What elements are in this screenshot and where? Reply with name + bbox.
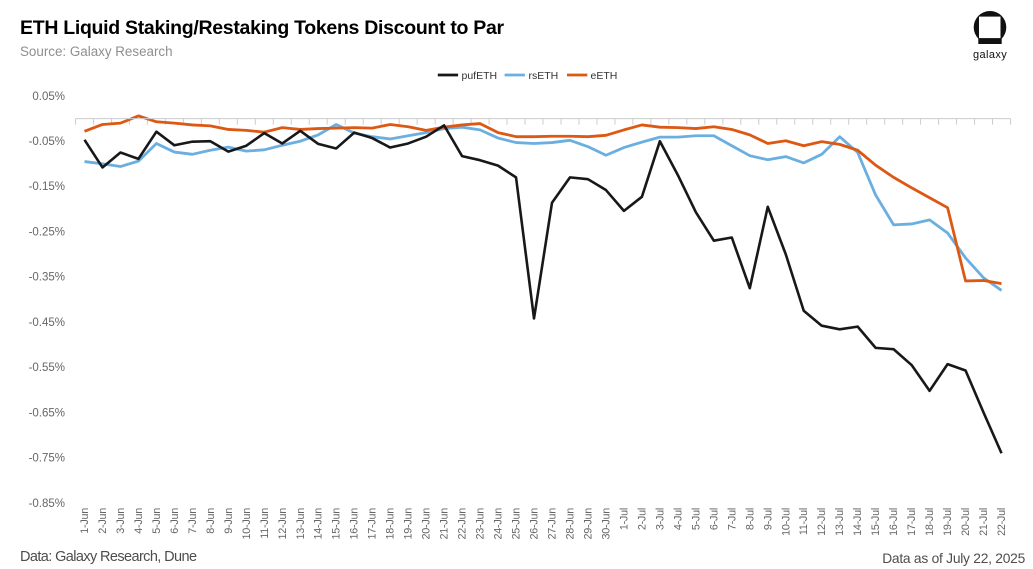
- svg-text:15-Jun: 15-Jun: [331, 508, 343, 540]
- svg-text:1-Jun: 1-Jun: [79, 508, 91, 534]
- svg-text:-0.75%: -0.75%: [29, 453, 65, 465]
- svg-text:14-Jun: 14-Jun: [313, 508, 325, 540]
- svg-text:20-Jun: 20-Jun: [421, 508, 433, 540]
- svg-text:-0.15%: -0.15%: [29, 181, 65, 193]
- svg-text:5-Jun: 5-Jun: [151, 508, 163, 534]
- svg-text:15-Jul: 15-Jul: [870, 508, 882, 536]
- svg-text:0.05%: 0.05%: [32, 91, 65, 103]
- svg-text:25-Jun: 25-Jun: [511, 508, 523, 540]
- svg-text:27-Jun: 27-Jun: [547, 508, 559, 540]
- svg-text:-0.85%: -0.85%: [29, 498, 65, 510]
- svg-text:18-Jun: 18-Jun: [385, 508, 397, 540]
- svg-text:12-Jul: 12-Jul: [816, 508, 828, 536]
- svg-text:8-Jun: 8-Jun: [205, 508, 217, 534]
- svg-text:21-Jul: 21-Jul: [978, 508, 990, 536]
- svg-text:6-Jun: 6-Jun: [169, 508, 181, 534]
- svg-text:-0.05%: -0.05%: [29, 136, 65, 148]
- svg-text:22-Jul: 22-Jul: [996, 508, 1008, 536]
- svg-text:16-Jun: 16-Jun: [349, 508, 361, 540]
- svg-text:11-Jun: 11-Jun: [259, 508, 271, 539]
- svg-text:19-Jun: 19-Jun: [403, 508, 415, 540]
- svg-text:-0.65%: -0.65%: [29, 407, 65, 419]
- svg-text:17-Jun: 17-Jun: [367, 508, 379, 540]
- svg-text:rsETH: rsETH: [529, 70, 559, 82]
- svg-text:22-Jun: 22-Jun: [457, 508, 469, 540]
- svg-text:2-Jul: 2-Jul: [636, 508, 648, 530]
- svg-text:8-Jul: 8-Jul: [744, 508, 756, 530]
- svg-text:24-Jun: 24-Jun: [493, 508, 505, 540]
- svg-text:26-Jun: 26-Jun: [529, 508, 541, 540]
- svg-text:-0.25%: -0.25%: [29, 227, 65, 239]
- svg-text:pufETH: pufETH: [462, 70, 498, 82]
- svg-text:29-Jun: 29-Jun: [582, 508, 594, 540]
- svg-text:13-Jun: 13-Jun: [295, 508, 307, 540]
- svg-text:-0.35%: -0.35%: [29, 272, 65, 284]
- svg-text:-0.55%: -0.55%: [29, 362, 65, 374]
- svg-text:1-Jul: 1-Jul: [618, 508, 630, 530]
- svg-text:18-Jul: 18-Jul: [924, 508, 936, 536]
- svg-text:10-Jun: 10-Jun: [241, 508, 253, 540]
- svg-text:6-Jul: 6-Jul: [708, 508, 720, 530]
- svg-text:-0.45%: -0.45%: [29, 317, 65, 329]
- svg-text:2-Jun: 2-Jun: [97, 508, 109, 534]
- svg-text:9-Jun: 9-Jun: [223, 508, 235, 534]
- svg-text:11-Jul: 11-Jul: [798, 508, 810, 535]
- svg-text:12-Jun: 12-Jun: [277, 508, 289, 540]
- svg-text:17-Jul: 17-Jul: [906, 508, 918, 536]
- svg-text:4-Jun: 4-Jun: [133, 508, 145, 534]
- svg-text:16-Jul: 16-Jul: [888, 508, 900, 536]
- svg-text:21-Jun: 21-Jun: [439, 508, 451, 540]
- svg-text:20-Jul: 20-Jul: [960, 508, 972, 536]
- svg-text:3-Jul: 3-Jul: [654, 508, 666, 530]
- svg-text:13-Jul: 13-Jul: [834, 508, 846, 536]
- svg-text:7-Jun: 7-Jun: [187, 508, 199, 534]
- svg-text:4-Jul: 4-Jul: [672, 508, 684, 530]
- svg-text:10-Jul: 10-Jul: [780, 508, 792, 536]
- svg-text:23-Jun: 23-Jun: [475, 508, 487, 540]
- svg-text:eETH: eETH: [591, 70, 618, 82]
- svg-text:28-Jun: 28-Jun: [564, 508, 576, 540]
- svg-text:30-Jun: 30-Jun: [600, 508, 612, 540]
- svg-text:3-Jun: 3-Jun: [115, 508, 127, 534]
- svg-text:9-Jul: 9-Jul: [762, 508, 774, 530]
- svg-text:7-Jul: 7-Jul: [726, 508, 738, 530]
- svg-text:14-Jul: 14-Jul: [852, 508, 864, 536]
- svg-text:19-Jul: 19-Jul: [942, 508, 954, 536]
- svg-text:5-Jul: 5-Jul: [690, 508, 702, 530]
